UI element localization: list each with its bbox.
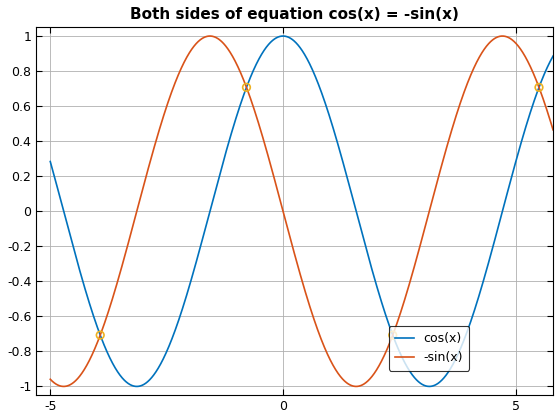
cos(x): [47, 159, 54, 164]
cos(x): [279, 34, 286, 39]
cos(x): [133, 384, 140, 389]
-sin(x): [535, 85, 542, 90]
-sin(x): [207, 34, 213, 39]
-sin(x): [444, 145, 450, 150]
cos(x): [292, 39, 298, 45]
-sin(x): [353, 384, 360, 389]
Point: [388, 332, 397, 339]
cos(x): [535, 86, 542, 91]
Line: cos(x): cos(x): [50, 36, 553, 386]
Line: -sin(x): -sin(x): [50, 36, 553, 386]
cos(x): [535, 85, 542, 90]
cos(x): [278, 34, 285, 39]
-sin(x): [73, 378, 80, 383]
cos(x): [550, 54, 557, 59]
-sin(x): [550, 127, 557, 132]
cos(x): [73, 255, 80, 260]
Legend: cos(x), -sin(x): cos(x), -sin(x): [389, 326, 469, 370]
-sin(x): [278, 204, 285, 209]
Title: Both sides of equation cos(x) = -sin(x): Both sides of equation cos(x) = -sin(x): [130, 7, 459, 22]
cos(x): [444, 372, 450, 377]
-sin(x): [292, 253, 298, 258]
-sin(x): [47, 377, 54, 382]
Point: [96, 332, 105, 339]
-sin(x): [535, 84, 542, 89]
Point: [242, 84, 251, 91]
Point: [534, 84, 543, 91]
